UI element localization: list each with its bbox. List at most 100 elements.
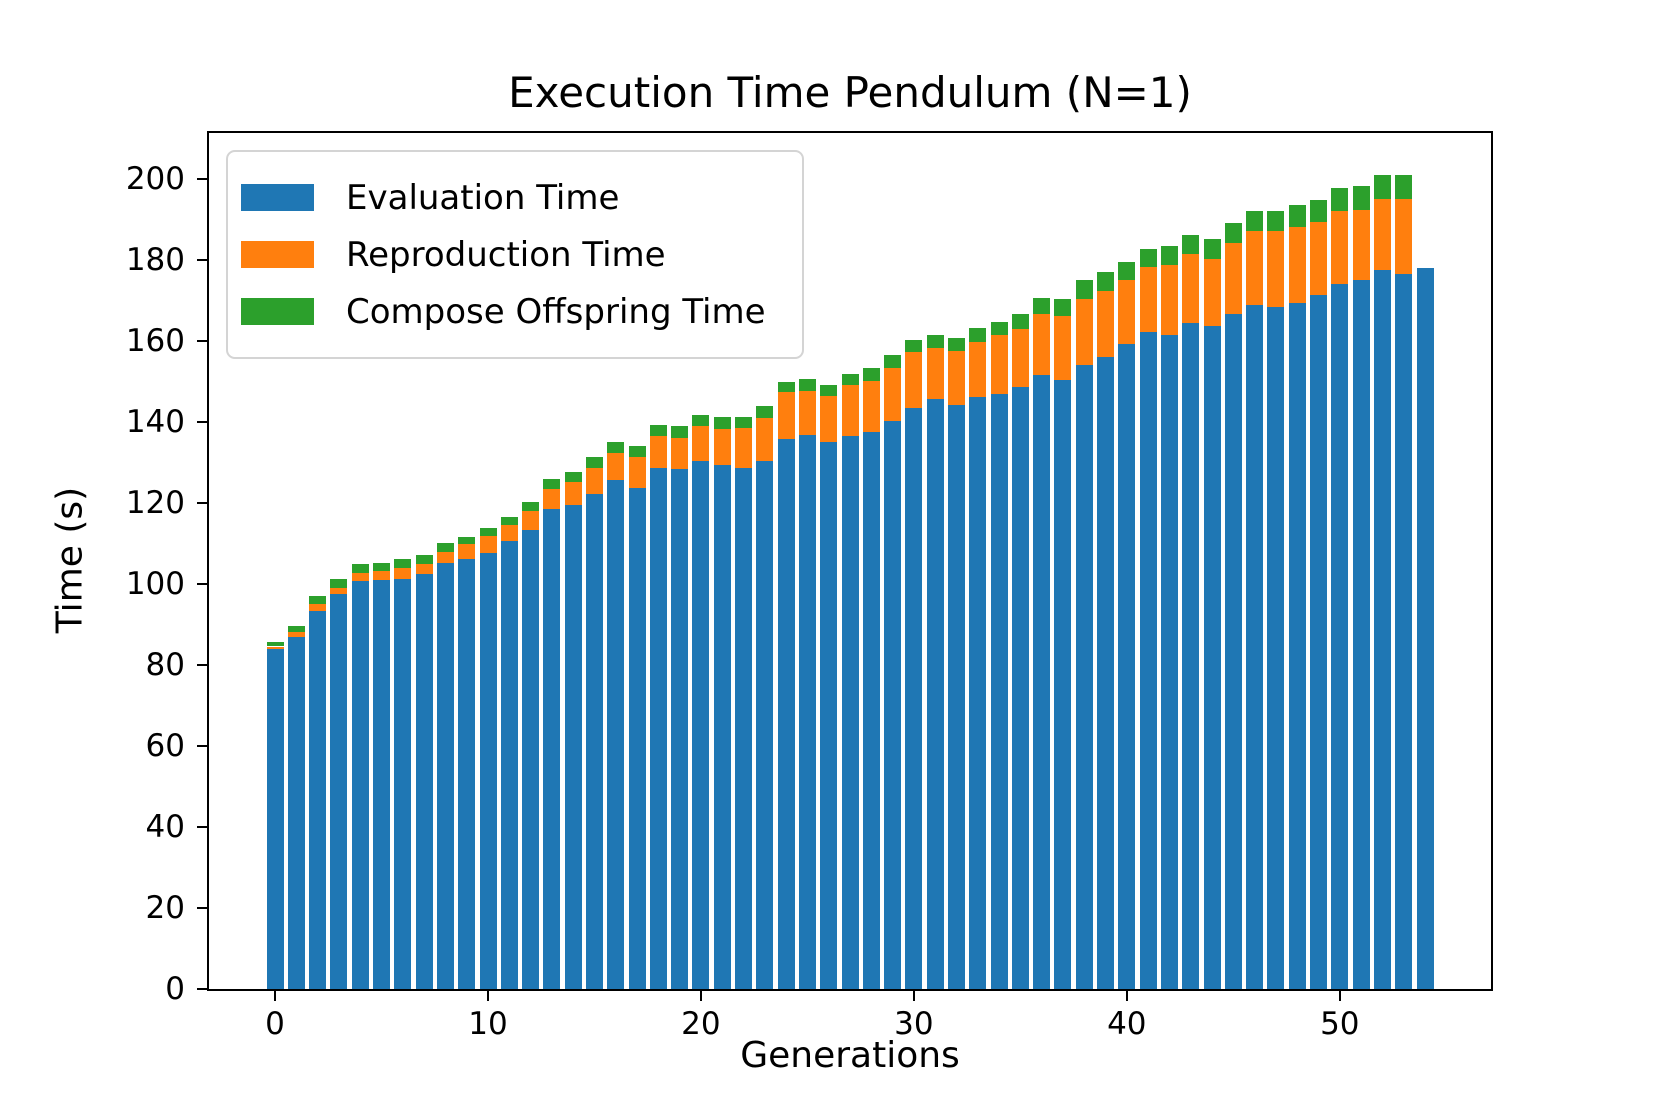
y-tick-label: 80 [145,647,185,684]
bar-segment [607,480,625,989]
y-tick-mark [197,421,207,424]
x-tick-mark [487,991,489,1001]
bar-segment [862,381,880,432]
bar-segment [1054,316,1072,380]
y-tick-label: 140 [125,404,185,441]
bar-segment [948,351,965,405]
bar-segment [394,559,412,569]
bar-segment [564,505,582,989]
bar-segment [841,384,859,437]
bar-segment [1139,266,1157,333]
bar-segment [713,465,731,989]
bar-segment [522,502,539,512]
bar-segment [373,571,390,581]
bar-segment [500,541,518,989]
bar-segment [671,426,689,438]
bar-segment [1246,211,1264,231]
bar-segment [862,431,880,989]
bar-segment [884,420,902,989]
bar-segment [1288,205,1306,227]
bar-segment [415,574,433,989]
y-tick-label: 40 [145,809,185,845]
bar-segment [330,594,348,989]
bar-segment [990,334,1008,394]
y-tick-label: 0 [165,971,185,1007]
y-tick-mark [197,502,207,505]
bar-segment [1373,270,1391,989]
bar-segment [713,416,731,429]
bar-segment [415,554,433,565]
bar-segment [735,416,752,428]
bar-segment [309,611,327,989]
bar-segment [607,452,625,481]
bar-segment [479,535,497,554]
bar-segment [1203,238,1221,259]
bar-segment [905,352,923,409]
bar-segment [1011,313,1029,329]
bar-segment [1246,305,1264,989]
bar-segment [777,381,795,392]
bar-segment [948,337,965,352]
bar-segment [969,341,987,397]
bar-segment [309,596,327,604]
x-tick-mark [1125,991,1128,1001]
bar-segment [820,385,838,397]
y-tick-mark [197,259,207,262]
bar-segment [1054,298,1072,316]
bar-segment [841,374,859,385]
y-tick-label: 120 [125,485,185,522]
y-tick-mark [197,583,207,586]
bar-segment [926,335,944,348]
legend-label: Evaluation Time [346,177,620,218]
bar-segment [905,340,923,353]
bar-segment [1203,258,1221,327]
compose-offspring-time-swatch [241,298,314,325]
bar-segment [1352,209,1370,280]
bar-segment [500,525,518,542]
bar-segment [969,397,987,989]
bar-segment [1331,188,1349,212]
bar-segment [1182,234,1200,254]
bar-segment [692,426,710,461]
bar-segment [905,408,923,989]
bar-segment [1160,245,1178,265]
bar-segment [1139,248,1157,267]
legend-item-reproduction-time: Reproduction Time [241,226,802,283]
y-tick-mark [197,826,207,828]
bar-segment [1182,323,1200,989]
bar-segment [926,348,944,400]
bar-segment [671,437,689,469]
bar-segment [1011,387,1029,989]
bar-segment [287,626,305,632]
bar-segment [735,427,752,469]
bar-segment [1075,364,1093,989]
bar-segment [1267,211,1285,231]
bar-segment [798,379,816,391]
bar-segment [1097,291,1114,358]
bar-segment [585,493,603,989]
bar-segment [458,544,476,560]
bar-segment [1160,264,1178,335]
bar-segment [394,579,412,989]
bar-segment [1246,230,1264,306]
legend: Evaluation Time Reproduction Time Compos… [226,150,804,359]
bar-segment [543,489,561,509]
bar-segment [1310,222,1327,295]
plot-area [207,131,1493,991]
bar-segment [309,603,327,612]
bars-container [209,133,1491,989]
x-tick-label: 20 [681,1006,721,1042]
bar-segment [1118,280,1136,344]
bar-segment [649,467,667,989]
bar-segment [585,457,603,468]
x-tick-label: 30 [894,1006,934,1042]
legend-item-evaluation-time: Evaluation Time [241,169,802,226]
legend-item-compose-offspring-time: Compose Offspring Time [241,283,802,340]
bar-segment [1182,253,1200,324]
bar-segment [1288,227,1306,303]
y-tick-mark [197,907,207,909]
y-axis-label: Time (s) [49,486,91,634]
bar-segment [777,438,795,989]
bar-segment [649,425,667,436]
bar-segment [1352,279,1370,989]
